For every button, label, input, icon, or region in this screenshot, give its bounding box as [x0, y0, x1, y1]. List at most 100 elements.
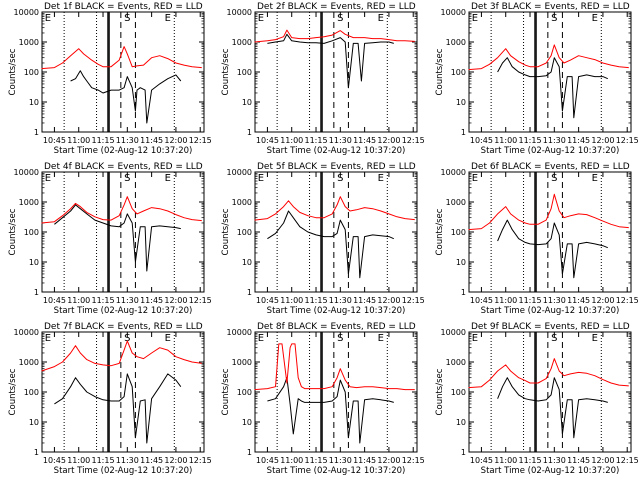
- y-tick-label: 1: [34, 448, 39, 457]
- x-axis-label: Start Time (02-Aug-12 10:37:20): [481, 466, 620, 476]
- x-tick-label: 11:00: [280, 136, 303, 145]
- x-tick-label: 11:00: [67, 136, 90, 145]
- x-tick-label: 11:30: [116, 136, 139, 145]
- plot-frame: [254, 11, 418, 133]
- interval-marker-label: S: [551, 173, 557, 184]
- panel-2: Det 2f BLACK = Events, RED = LLD 1 10 100 10…: [221, 2, 425, 156]
- x-tick-label: 11:30: [329, 296, 352, 305]
- events-series-line: [54, 373, 182, 444]
- x-tick-label: 10:45: [43, 296, 66, 305]
- interval-marker-label: E: [258, 173, 264, 184]
- x-tick-label: 11:15: [518, 296, 541, 305]
- y-tick-label: 100: [451, 388, 466, 397]
- x-tick-label: 12:15: [616, 136, 639, 145]
- panel-1: Det 1f BLACK = Events, RED = LLD 1 10 100 10…: [8, 2, 212, 156]
- y-axis-label: Counts/sec: [435, 48, 445, 95]
- x-tick-label: 11:15: [304, 136, 327, 145]
- y-axis-label: Counts/sec: [221, 368, 231, 415]
- x-tick-label: 11:45: [567, 136, 590, 145]
- x-tick-label: 12:15: [616, 456, 639, 465]
- x-tick-label: 12:15: [402, 456, 425, 465]
- x-tick-label: 11:00: [494, 456, 517, 465]
- y-tick-label: 1000: [446, 358, 466, 367]
- interval-marker-label: S: [337, 13, 343, 24]
- y-tick-label: 1000: [446, 38, 466, 47]
- x-axis-label: Start Time (02-Aug-12 10:37:20): [267, 146, 406, 156]
- y-tick-label: 10: [456, 258, 466, 267]
- x-tick-label: 10:45: [256, 456, 279, 465]
- x-tick-label: 12:15: [616, 296, 639, 305]
- interval-marker-label: E: [45, 173, 51, 184]
- y-tick-label: 1: [461, 448, 466, 457]
- panel-title: Det 3f BLACK = Events, RED = LLD: [471, 2, 630, 12]
- x-tick-label: 11:00: [494, 296, 517, 305]
- plot-frame: [41, 11, 205, 133]
- x-tick-label: 11:30: [543, 296, 566, 305]
- y-tick-label: 10000: [441, 8, 466, 17]
- x-axis-label: Start Time (02-Aug-12 10:37:20): [481, 306, 620, 316]
- panel-title: Det 4f BLACK = Events, RED = LLD: [44, 162, 203, 172]
- y-tick-label: 10: [456, 418, 466, 427]
- x-axis-label: Start Time (02-Aug-12 10:37:20): [267, 306, 406, 316]
- y-tick-label: 10000: [227, 328, 252, 337]
- lld-series-line: [41, 46, 202, 70]
- y-axis-label: Counts/sec: [8, 48, 18, 95]
- x-tick-label: 11:15: [518, 456, 541, 465]
- x-tick-label: 10:45: [256, 296, 279, 305]
- x-axis-label: Start Time (02-Aug-12 10:37:20): [54, 146, 193, 156]
- y-tick-label: 1: [247, 128, 252, 137]
- interval-marker-label: S: [337, 173, 343, 184]
- y-tick-label: 10000: [14, 168, 39, 177]
- x-tick-label: 10:45: [470, 136, 493, 145]
- lld-series-line: [254, 196, 415, 221]
- panel-3: Det 3f BLACK = Events, RED = LLD 1 10 100 10…: [435, 2, 639, 156]
- y-tick-label: 1: [34, 128, 39, 137]
- events-series-line: [267, 210, 394, 279]
- y-axis-label: Counts/sec: [8, 368, 18, 415]
- x-tick-label: 12:15: [402, 136, 425, 145]
- x-tick-label: 11:30: [116, 456, 139, 465]
- x-tick-label: 11:45: [140, 296, 163, 305]
- plot-frame: [41, 331, 205, 453]
- y-tick-label: 100: [237, 228, 252, 237]
- x-tick-label: 11:30: [329, 456, 352, 465]
- y-tick-label: 1: [247, 448, 252, 457]
- x-tick-label: 10:45: [470, 296, 493, 305]
- lld-series-line: [254, 343, 415, 391]
- plot-frame: [41, 171, 205, 293]
- y-tick-label: 1000: [19, 358, 39, 367]
- y-tick-label: 10000: [227, 168, 252, 177]
- plot-frame: [468, 171, 632, 293]
- y-tick-label: 100: [451, 68, 466, 77]
- x-tick-label: 11:00: [494, 136, 517, 145]
- y-axis-label: Counts/sec: [221, 48, 231, 95]
- x-tick-label: 12:00: [164, 296, 187, 305]
- lld-series-line: [254, 29, 415, 43]
- panel-4: Det 4f BLACK = Events, RED = LLD 1 10 100 10…: [8, 162, 212, 316]
- interval-marker-label: E: [258, 333, 264, 344]
- x-tick-label: 12:15: [189, 456, 212, 465]
- x-tick-label: 11:15: [91, 136, 114, 145]
- y-tick-label: 100: [24, 68, 39, 77]
- y-tick-label: 1000: [232, 38, 252, 47]
- y-tick-label: 10000: [441, 168, 466, 177]
- x-tick-label: 12:15: [402, 296, 425, 305]
- x-tick-label: 11:45: [353, 296, 376, 305]
- interval-marker-label: E: [592, 173, 598, 184]
- x-tick-label: 11:15: [518, 136, 541, 145]
- y-tick-label: 10: [29, 98, 39, 107]
- lld-series-line: [468, 358, 629, 389]
- x-tick-label: 10:45: [43, 456, 66, 465]
- lld-series-line: [468, 193, 629, 231]
- x-tick-label: 11:30: [543, 456, 566, 465]
- lld-series-line: [468, 44, 629, 71]
- plot-frame: [254, 171, 418, 293]
- y-tick-label: 100: [237, 388, 252, 397]
- x-tick-label: 11:15: [91, 296, 114, 305]
- plot-frame: [468, 11, 632, 133]
- x-axis-label: Start Time (02-Aug-12 10:37:20): [54, 466, 193, 476]
- interval-marker-label: S: [337, 333, 343, 344]
- interval-marker-label: E: [258, 13, 264, 24]
- lld-series-line: [41, 340, 202, 372]
